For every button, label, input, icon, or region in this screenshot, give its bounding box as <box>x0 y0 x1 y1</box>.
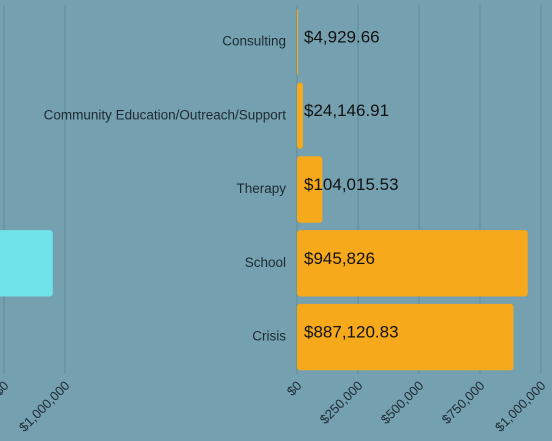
x-tick-label: $1,000,000 <box>492 378 549 435</box>
x-tick-label: $250,000 <box>317 378 366 427</box>
x-tick-label: $0 <box>284 378 305 399</box>
x-tick-label: $500,000 <box>378 378 427 427</box>
value-label: $24,146.91 <box>304 101 389 120</box>
bar <box>297 230 528 297</box>
category-label: Community Education/Outreach/Support <box>44 107 287 122</box>
value-label: $4,929.66 <box>304 27 380 46</box>
value-label: $104,015.53 <box>304 175 399 194</box>
x-tick-label: $750,000 <box>439 378 488 427</box>
category-label: Crisis <box>252 329 286 344</box>
bar <box>297 8 299 76</box>
bar <box>297 303 514 371</box>
bar <box>0 230 53 297</box>
bar <box>297 82 303 149</box>
x-tick-label: $1,000,000 <box>16 378 73 435</box>
value-label: $887,120.83 <box>304 323 399 342</box>
category-label: Therapy <box>236 181 286 196</box>
category-label: Consulting <box>222 33 286 48</box>
value-label: $945,826 <box>304 249 375 268</box>
category-label: School <box>245 255 286 270</box>
x-tick-label: $0 <box>0 378 12 399</box>
bar <box>297 156 323 223</box>
